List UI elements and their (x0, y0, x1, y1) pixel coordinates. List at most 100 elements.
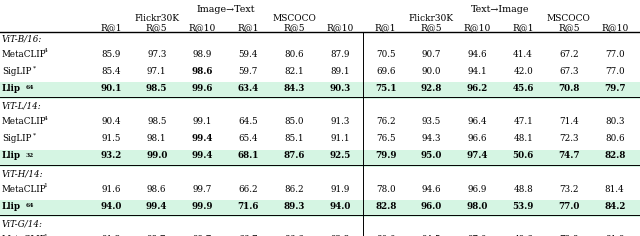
Text: 96.2: 96.2 (467, 84, 488, 93)
Text: 80.0: 80.0 (376, 235, 396, 236)
Text: R@1: R@1 (513, 23, 534, 32)
Text: 4: 4 (44, 116, 47, 121)
Text: 4: 4 (44, 48, 47, 54)
Text: 98.0: 98.0 (467, 202, 488, 211)
Text: MSCOCO: MSCOCO (547, 14, 591, 23)
Text: 99.7: 99.7 (193, 185, 212, 194)
Text: ViT-G/14:: ViT-G/14: (2, 220, 43, 229)
Text: 63.4: 63.4 (237, 84, 259, 93)
Text: SigLIP: SigLIP (2, 67, 31, 76)
Text: 77.0: 77.0 (558, 202, 580, 211)
Text: R@10: R@10 (601, 23, 628, 32)
Text: *: * (33, 133, 36, 138)
Text: 94.3: 94.3 (422, 135, 441, 143)
Text: 82.8: 82.8 (604, 152, 625, 160)
Text: 92.8: 92.8 (421, 84, 442, 93)
Text: Llip: Llip (2, 152, 21, 160)
Text: MetaCLIP: MetaCLIP (2, 118, 47, 126)
Text: 48.1: 48.1 (513, 135, 533, 143)
Text: 92.5: 92.5 (329, 152, 351, 160)
Text: SigLIP: SigLIP (2, 135, 31, 143)
Text: 91.6: 91.6 (101, 185, 121, 194)
Text: 91.5: 91.5 (101, 135, 120, 143)
Bar (0, 150, 640, 167)
Text: 96.9: 96.9 (468, 185, 487, 194)
Text: 94.0: 94.0 (329, 202, 351, 211)
Text: 84.2: 84.2 (604, 202, 625, 211)
Bar (0, 200, 640, 217)
Text: 87.9: 87.9 (330, 50, 349, 59)
Text: 97.0: 97.0 (468, 235, 487, 236)
Text: 76.2: 76.2 (376, 118, 396, 126)
Text: 91.1: 91.1 (330, 135, 349, 143)
Text: 45.6: 45.6 (513, 84, 534, 93)
Text: 99.4: 99.4 (146, 202, 168, 211)
Text: 85.9: 85.9 (101, 50, 120, 59)
Text: Image→Text: Image→Text (196, 5, 255, 14)
Text: 99.4: 99.4 (192, 152, 213, 160)
Text: 96.6: 96.6 (468, 135, 487, 143)
Text: 89.3: 89.3 (284, 202, 305, 211)
Text: 86.6: 86.6 (284, 235, 304, 236)
Text: 64: 64 (25, 203, 33, 208)
Text: 80.3: 80.3 (605, 118, 625, 126)
Text: 77.0: 77.0 (605, 67, 625, 76)
Text: 80.6: 80.6 (284, 50, 304, 59)
Text: R@10: R@10 (326, 23, 353, 32)
Text: ViT-L/14:: ViT-L/14: (2, 102, 42, 111)
Text: 79.9: 79.9 (375, 152, 396, 160)
Text: 98.1: 98.1 (147, 135, 166, 143)
Text: 65.4: 65.4 (239, 135, 258, 143)
Text: 94.6: 94.6 (467, 50, 487, 59)
Text: R@1: R@1 (375, 23, 396, 32)
Text: 77.0: 77.0 (605, 50, 625, 59)
Text: 99.7: 99.7 (193, 235, 212, 236)
Text: 67.3: 67.3 (559, 67, 579, 76)
Text: 64.5: 64.5 (239, 118, 258, 126)
Text: R@10: R@10 (189, 23, 216, 32)
Text: 80.6: 80.6 (605, 135, 625, 143)
Text: 41.4: 41.4 (513, 50, 533, 59)
Text: 97.3: 97.3 (147, 50, 166, 59)
Text: 89.1: 89.1 (330, 67, 349, 76)
Text: 98.5: 98.5 (147, 118, 166, 126)
Text: 90.7: 90.7 (422, 50, 441, 59)
Text: 98.6: 98.6 (192, 67, 213, 76)
Text: 76.5: 76.5 (376, 135, 396, 143)
Text: 91.3: 91.3 (330, 118, 349, 126)
Text: 71.4: 71.4 (559, 118, 579, 126)
Text: 98.7: 98.7 (147, 235, 166, 236)
Text: 81.4: 81.4 (605, 185, 625, 194)
Text: 81.9: 81.9 (605, 235, 625, 236)
Text: R@5: R@5 (284, 23, 305, 32)
Text: R@1: R@1 (237, 23, 259, 32)
Text: 72.3: 72.3 (559, 135, 579, 143)
Text: 85.1: 85.1 (284, 135, 304, 143)
Text: 84.3: 84.3 (284, 84, 305, 93)
Text: 90.0: 90.0 (422, 67, 441, 76)
Text: ViT-B/16:: ViT-B/16: (2, 34, 42, 43)
Text: 94.0: 94.0 (100, 202, 122, 211)
Text: 91.2: 91.2 (101, 235, 121, 236)
Text: 66.7: 66.7 (239, 235, 258, 236)
Text: R@10: R@10 (463, 23, 491, 32)
Text: 59.7: 59.7 (239, 67, 258, 76)
Text: 96.0: 96.0 (421, 202, 442, 211)
Text: R@1: R@1 (100, 23, 122, 32)
Text: MetaCLIP: MetaCLIP (2, 50, 47, 59)
Text: 99.9: 99.9 (192, 202, 213, 211)
Text: 67.2: 67.2 (559, 50, 579, 59)
Text: 94.1: 94.1 (467, 67, 487, 76)
Text: 66.2: 66.2 (239, 185, 258, 194)
Text: 74.7: 74.7 (558, 152, 580, 160)
Text: 82.1: 82.1 (284, 67, 304, 76)
Text: 94.6: 94.6 (422, 185, 442, 194)
Text: R@5: R@5 (558, 23, 580, 32)
Text: Flickr30K: Flickr30K (409, 14, 454, 23)
Text: Flickr30K: Flickr30K (134, 14, 179, 23)
Text: 95.0: 95.0 (421, 152, 442, 160)
Text: 42.0: 42.0 (513, 67, 533, 76)
Text: 50.6: 50.6 (513, 152, 534, 160)
Text: 93.5: 93.5 (422, 118, 441, 126)
Text: 85.4: 85.4 (101, 67, 121, 76)
